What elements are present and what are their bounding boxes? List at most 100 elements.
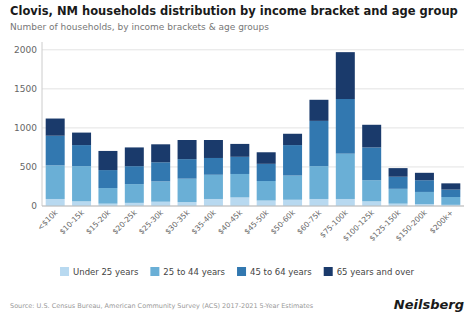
bar-segment [389,189,408,204]
y-tick-label: 1000 [14,123,37,133]
bar-segment [72,201,91,206]
bar-segment [125,184,144,203]
bar-segment [178,140,197,159]
legend-swatch [60,267,69,276]
bar-segment [257,152,276,164]
bar-segment [415,180,434,192]
x-tick-label: $40-45k [216,208,245,237]
legend-swatch [150,267,159,276]
bar-segment [309,121,328,166]
bars [46,52,461,206]
legend-item: Under 25 years [60,267,139,277]
y-axis: 0 500 1000 1500 2000 [14,45,464,211]
bar-segment [151,162,170,181]
bar-segment [204,140,223,158]
bar-segment [257,201,276,206]
x-tick-label: $15-20k [84,208,113,237]
legend-item: 25 to 44 years [150,267,225,277]
bar-segment [415,192,434,204]
bar-segment [98,188,117,204]
series [46,52,461,189]
grid-line [42,88,464,89]
grid-line [42,127,464,128]
grid-line [42,206,464,207]
bar-segment [72,145,91,166]
bar-segment [283,176,302,200]
bar-segment [283,134,302,145]
bar-segment [309,166,328,199]
bar-segment [98,151,117,170]
bar-segment [46,165,65,199]
bar-segment [46,119,65,136]
bar-segment [415,173,434,180]
x-tick-label: $25-30k [137,208,166,237]
x-axis: <$10k$10-15k$15-20k$20-25k$25-30k$30-35k… [36,208,456,243]
bar-segment [441,183,460,189]
bar-segment [204,175,223,199]
bar-segment [98,170,117,188]
bar-segment [283,200,302,206]
series [46,99,461,197]
bar-segment [230,144,249,157]
bar-segment [151,202,170,206]
x-tick-label: $200k+ [428,208,455,235]
annotation: Neilsberg [394,297,464,312]
bar-segment [257,164,276,181]
legend-item: 65 years and over [324,267,415,277]
chart: Clovis, NM households distribution by in… [0,0,474,316]
bar-segment [46,136,65,166]
bar-segment [230,197,249,206]
bar-segment [389,168,408,177]
bar-segment [309,199,328,206]
y-tick-label: 1500 [14,84,37,94]
bar-segment [178,159,197,179]
legend-label: 25 to 44 years [163,267,225,277]
bar-segment [283,145,302,175]
legend-label: 45 to 64 years [250,267,312,277]
y-tick-label: 2000 [14,45,37,55]
x-tick-label: $30-35k [163,208,192,237]
source: Source: U.S. Census Bureau, American Com… [10,302,314,310]
bar-segment [336,52,355,99]
bar-segment [362,125,381,148]
x-axis-line [42,206,464,207]
x-tick-label: $10-15k [58,208,87,237]
bar-segment [336,99,355,154]
bar-segment [125,166,144,184]
bar-segment [204,199,223,206]
legend-swatch [324,267,333,276]
bar-segment [362,147,381,180]
bar-segment [72,166,91,201]
y-axis-line [42,42,43,206]
bar-segment [257,181,276,201]
x-tick-label: $50-60k [269,208,298,237]
x-tick-label: $35-40k [190,208,219,237]
legend-label: 65 years and over [337,267,415,277]
bar-segment [309,100,328,121]
bar-segment [204,158,223,175]
bar-segment [441,197,460,205]
title: Clovis, NM households distribution by in… [10,4,458,18]
bar-segment [151,144,170,162]
bar-segment [151,181,170,201]
y-tick-label: 500 [20,162,37,172]
bar-segment [362,180,381,201]
bar-segment [230,174,249,197]
bar-segment [178,179,197,202]
bar-segment [125,147,144,166]
legend-item: 45 to 64 years [237,267,312,277]
y-tick-label: 0 [31,201,37,211]
legend-label: Under 25 years [73,267,139,277]
x-tick-label: $150-200k [394,208,429,243]
x-tick-label: $45-50k [242,208,271,237]
legend: Under 25 years 25 to 44 years 45 to 64 yea… [60,267,414,277]
bar-segment [441,190,460,197]
bar-segment [178,202,197,206]
bar-segment [46,199,65,206]
legend-swatch [237,267,246,276]
x-tick-label: <$10k [36,208,60,232]
bar-segment [230,157,249,174]
bar-segment [72,133,91,145]
grid-line [42,49,464,50]
x-tick-label: $20-25k [110,208,139,237]
